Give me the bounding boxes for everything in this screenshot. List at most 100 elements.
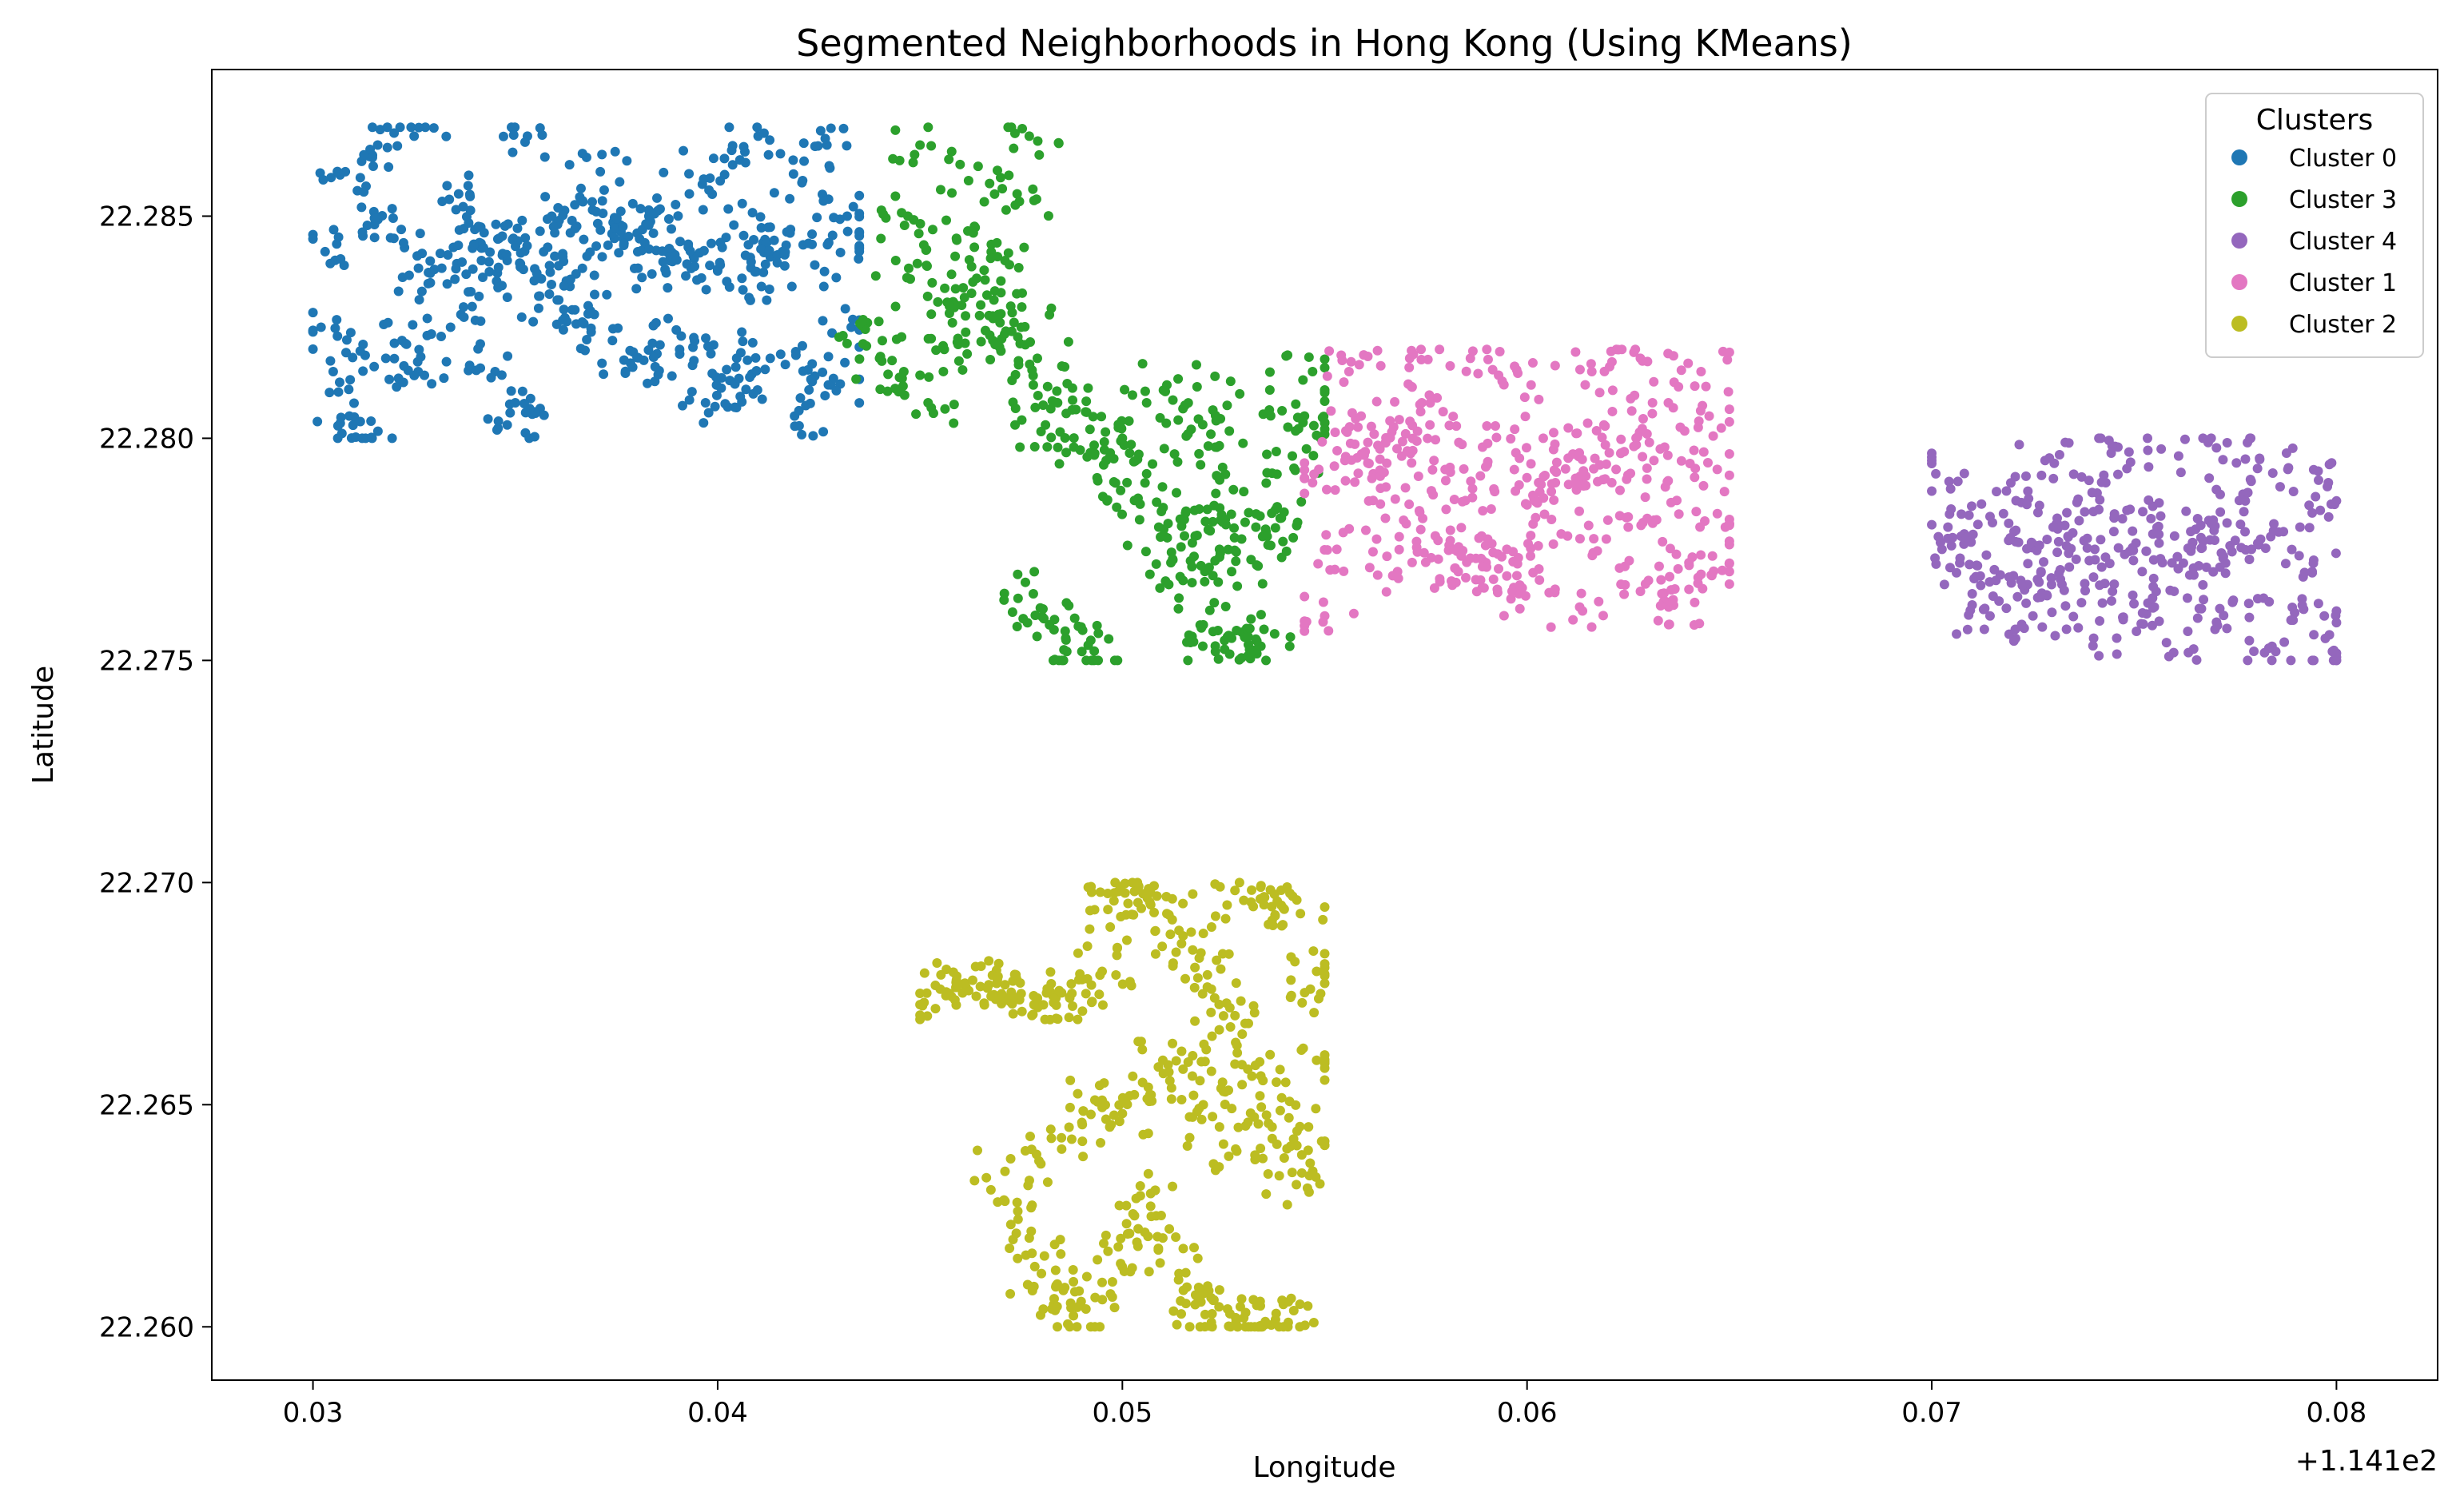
data-point — [1196, 460, 1206, 470]
data-point — [539, 247, 549, 257]
data-point — [700, 397, 711, 408]
data-point — [1638, 452, 1648, 462]
data-point — [1284, 1296, 1294, 1307]
data-point — [2061, 624, 2072, 635]
data-point — [1666, 585, 1677, 595]
data-point — [1052, 1322, 1062, 1332]
data-point — [1222, 900, 1232, 910]
data-point — [727, 141, 738, 151]
data-point — [970, 961, 981, 972]
data-point — [1083, 383, 1093, 393]
data-point — [1318, 617, 1328, 627]
data-point — [1690, 464, 1701, 474]
data-point — [704, 185, 715, 195]
data-point — [1204, 562, 1214, 572]
data-point — [333, 232, 344, 242]
data-point — [1240, 1307, 1251, 1318]
data-point — [1292, 1180, 1302, 1190]
data-point — [1171, 1231, 1181, 1242]
data-point — [464, 287, 474, 297]
data-point — [1240, 1018, 1250, 1029]
data-point — [412, 251, 423, 261]
data-point — [2260, 543, 2271, 553]
data-point — [1216, 414, 1226, 424]
data-point — [1144, 897, 1155, 908]
data-point — [716, 383, 726, 393]
data-point — [775, 349, 786, 360]
data-point — [953, 980, 963, 990]
data-point — [1051, 1282, 1061, 1292]
data-point — [1129, 886, 1140, 897]
data-point — [735, 392, 746, 402]
data-point — [1151, 1211, 1161, 1221]
data-point — [1448, 412, 1459, 422]
data-point — [957, 364, 968, 375]
data-point — [1325, 565, 1335, 575]
data-point — [425, 268, 436, 278]
data-point — [648, 352, 659, 362]
data-point — [1586, 359, 1596, 369]
data-point — [2255, 534, 2266, 544]
data-point — [1015, 978, 1025, 989]
data-point — [699, 418, 709, 428]
data-point — [1515, 453, 1525, 464]
data-point — [1223, 544, 1233, 555]
data-point — [1580, 380, 1590, 390]
data-point — [1375, 454, 1385, 464]
data-point — [1218, 1139, 1228, 1149]
data-point — [1451, 421, 1462, 432]
data-point — [1522, 443, 1532, 453]
data-point — [737, 273, 747, 284]
data-point — [1427, 464, 1438, 475]
data-point — [1234, 877, 1244, 888]
data-point — [1011, 1228, 1021, 1239]
data-point — [2128, 526, 2138, 536]
data-point — [330, 323, 340, 333]
data-point — [1927, 486, 1937, 496]
data-point — [1308, 478, 1318, 488]
data-point — [420, 370, 430, 380]
data-point — [1368, 495, 1379, 506]
data-point — [1075, 1299, 1085, 1310]
data-point — [1013, 1206, 1023, 1216]
data-point — [1135, 1180, 1145, 1191]
data-point — [1010, 420, 1021, 430]
data-point — [2279, 637, 2290, 647]
data-point — [1372, 570, 1383, 580]
data-point — [1404, 499, 1415, 510]
data-point — [1271, 1308, 1281, 1319]
data-point — [2088, 633, 2099, 643]
data-point — [1320, 363, 1330, 373]
data-point — [1073, 1014, 1083, 1025]
data-point — [2268, 526, 2279, 536]
data-point — [439, 373, 449, 384]
data-point — [1303, 1301, 1313, 1311]
data-point — [1486, 504, 1496, 515]
data-point — [1296, 1168, 1307, 1178]
data-point — [385, 233, 396, 243]
data-point — [735, 348, 746, 358]
data-point — [1146, 1090, 1156, 1100]
data-point — [1549, 495, 1559, 505]
data-point — [1098, 1238, 1109, 1248]
data-point — [772, 249, 782, 260]
data-point — [539, 410, 549, 420]
data-point — [493, 423, 504, 433]
data-point — [1712, 464, 1722, 475]
data-point — [396, 225, 407, 235]
data-point — [1049, 655, 1060, 665]
data-point — [854, 253, 864, 264]
data-point — [1231, 547, 1241, 557]
data-point — [1061, 635, 1071, 645]
data-point — [1690, 472, 1700, 483]
data-point — [2326, 499, 2336, 509]
data-point — [503, 351, 513, 361]
data-point — [2222, 623, 2232, 634]
data-point — [1206, 1066, 1216, 1076]
data-point — [1005, 301, 1016, 312]
data-point — [769, 235, 779, 245]
data-point — [775, 149, 786, 159]
data-point — [1116, 912, 1126, 922]
data-point — [631, 284, 642, 294]
data-point — [808, 431, 818, 441]
